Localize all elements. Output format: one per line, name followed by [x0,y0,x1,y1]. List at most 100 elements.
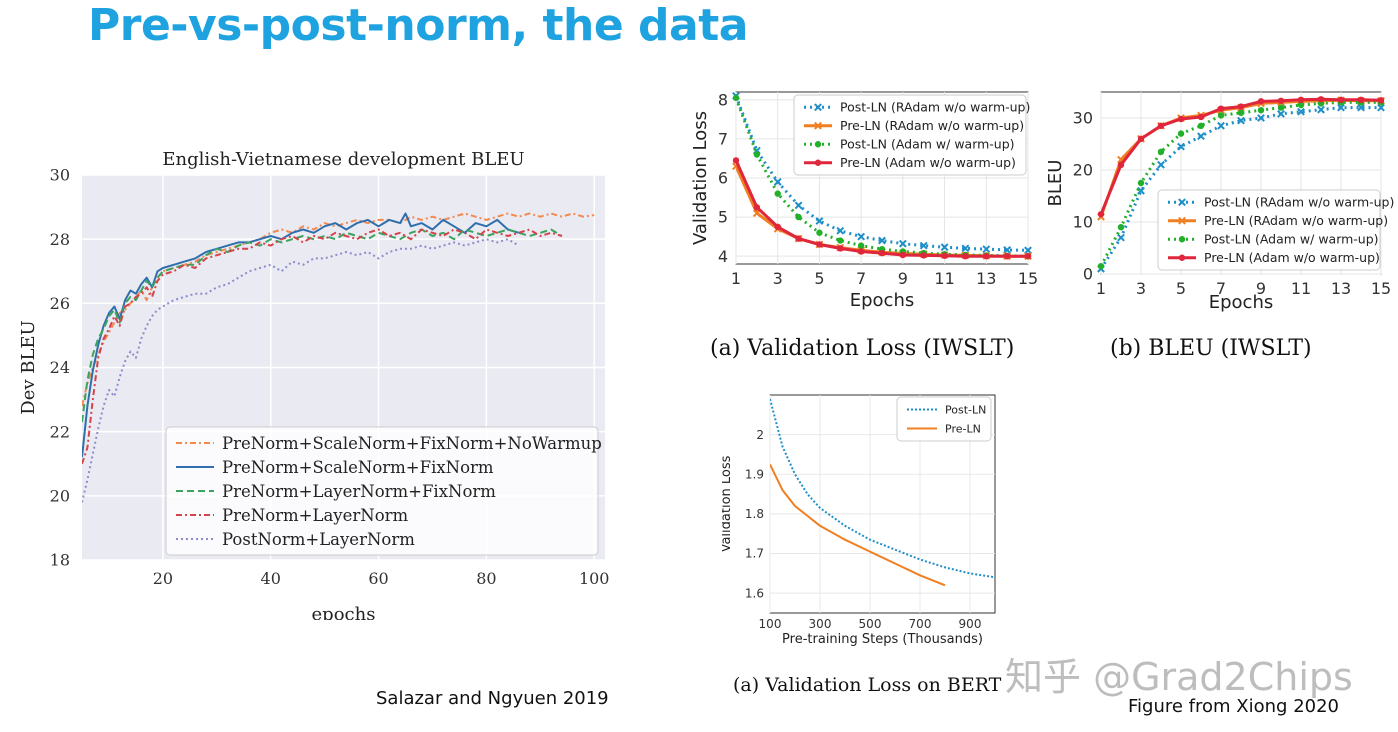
legend-box [793,94,1027,176]
x-axis-label: epochs [312,604,376,620]
legend-box [165,426,599,556]
series-line-3 [82,228,563,465]
y-tick-label: 22 [50,422,70,441]
legend-label: PreNorm+LayerNorm+FixNorm [222,482,496,501]
y-tick-label: 10 [1073,213,1093,232]
x-tick-label: 3 [773,269,783,288]
legend-label: PreNorm+LayerNorm [222,506,409,525]
x-tick-label: 60 [368,569,388,588]
y-tick-label: 1.6 [745,586,764,600]
data-point [1003,252,1011,260]
data-point [1337,96,1345,103]
series-line-4 [82,238,520,503]
x-tick-label: 13 [976,269,996,288]
x-tick-label: 5 [1176,279,1186,298]
series-line-1 [82,212,519,458]
data-point [919,241,928,250]
x-tick-label: 9 [1256,279,1266,298]
y-tick-label: 1.7 [745,547,764,561]
val-loss-bert-chart: 100 300 500 700 900 1.6 1.7 1.8 1.9 2 Pre-training… [722,394,996,647]
y-tick-label: 28 [50,230,70,249]
data-point [1317,96,1325,103]
y-axis-label: Validation Loss [722,455,734,552]
y-tick-label: 6 [718,169,728,188]
data-point [837,245,844,252]
data-point [1117,233,1125,242]
data-point [1217,121,1225,130]
legend-marker [1178,216,1186,225]
data-point [941,252,948,259]
legend-box [1157,189,1381,271]
y-axis-label: BLEU [1045,160,1066,207]
credit-left: Salazar and Ngyuen 2019 [376,688,609,709]
data-point [1117,224,1125,231]
data-point [898,239,907,248]
x-tick-label: 80 [476,569,496,588]
legend-label: PreNorm+ScaleNorm+FixNorm+NoWarmup [222,434,602,453]
data-point [1177,142,1185,151]
y-tick-label: 24 [50,358,70,377]
legend-label: Post-LN (RAdam w/o warm-up) [1204,195,1394,210]
x-tick-label: 300 [809,617,832,631]
data-point [878,236,886,245]
legend-marker [814,121,822,130]
caption-val-loss-bert: (a) Validation Loss on BERT [733,674,1002,696]
legend-marker [814,141,822,148]
x-axis-label: Epochs [1209,292,1274,313]
data-point [1237,103,1245,110]
data-point [1157,148,1165,155]
data-point [815,217,824,225]
data-point [1197,122,1205,129]
caption-bleu-iwslt: (b) BLEU (IWSLT) [1110,336,1312,361]
legend-label: Pre-LN (Adam w/o warm-up) [840,155,1016,170]
legend-label: Post-LN (RAdam w/o warm-up) [840,100,1030,115]
data-point [1377,97,1385,104]
data-point [1257,107,1265,114]
y-tick-label: 18 [50,551,70,570]
data-point [1357,103,1365,112]
y-tick-label: 4 [718,247,728,266]
data-point [1277,104,1285,111]
data-point [961,244,970,253]
series-line-1 [770,463,946,587]
legend-label: Post-LN (Adam w/ warm-up) [840,137,1015,152]
data-point [836,226,845,235]
y-tick-label: 1.8 [745,507,764,521]
data-point [983,252,990,260]
data-point [1097,263,1105,270]
data-point [1297,107,1305,116]
y-tick-label: 5 [718,208,728,227]
bleu-envi-chart: 20 40 60 80 100 18 20 22 24 26 28 30 epochs Dev BLEU E… [18,149,609,620]
x-tick-label: 1 [1096,279,1106,298]
legend-label: PostNorm+LayerNorm [222,530,415,549]
data-point [1157,122,1165,129]
data-point [1137,186,1145,195]
series-line-0 [770,398,995,579]
x-tick-label: 11 [934,269,954,288]
legend-label: Pre-LN (RAdam w/o warm-up) [840,118,1024,133]
data-point [920,252,927,259]
data-point [1197,132,1205,141]
data-point [732,157,740,164]
x-tick-label: 15 [1371,279,1391,298]
y-tick-label: 1.9 [745,467,764,481]
x-tick-label: 40 [261,569,281,588]
y-axis-label: Validation Loss [690,111,711,245]
y-tick-label: 2 [756,428,764,442]
data-point [1097,211,1105,218]
data-point [1277,109,1285,118]
data-point [732,94,740,102]
x-tick-label: 7 [856,269,866,288]
data-point [816,241,823,248]
data-point [1217,112,1225,119]
data-point [1024,246,1032,255]
data-point [837,237,844,244]
y-tick-label: 20 [1073,161,1093,180]
data-point [1237,109,1245,116]
data-point [773,178,782,186]
data-point [1257,98,1265,105]
y-tick-label: 30 [50,166,70,185]
data-point [774,223,781,231]
data-point [1197,113,1205,121]
